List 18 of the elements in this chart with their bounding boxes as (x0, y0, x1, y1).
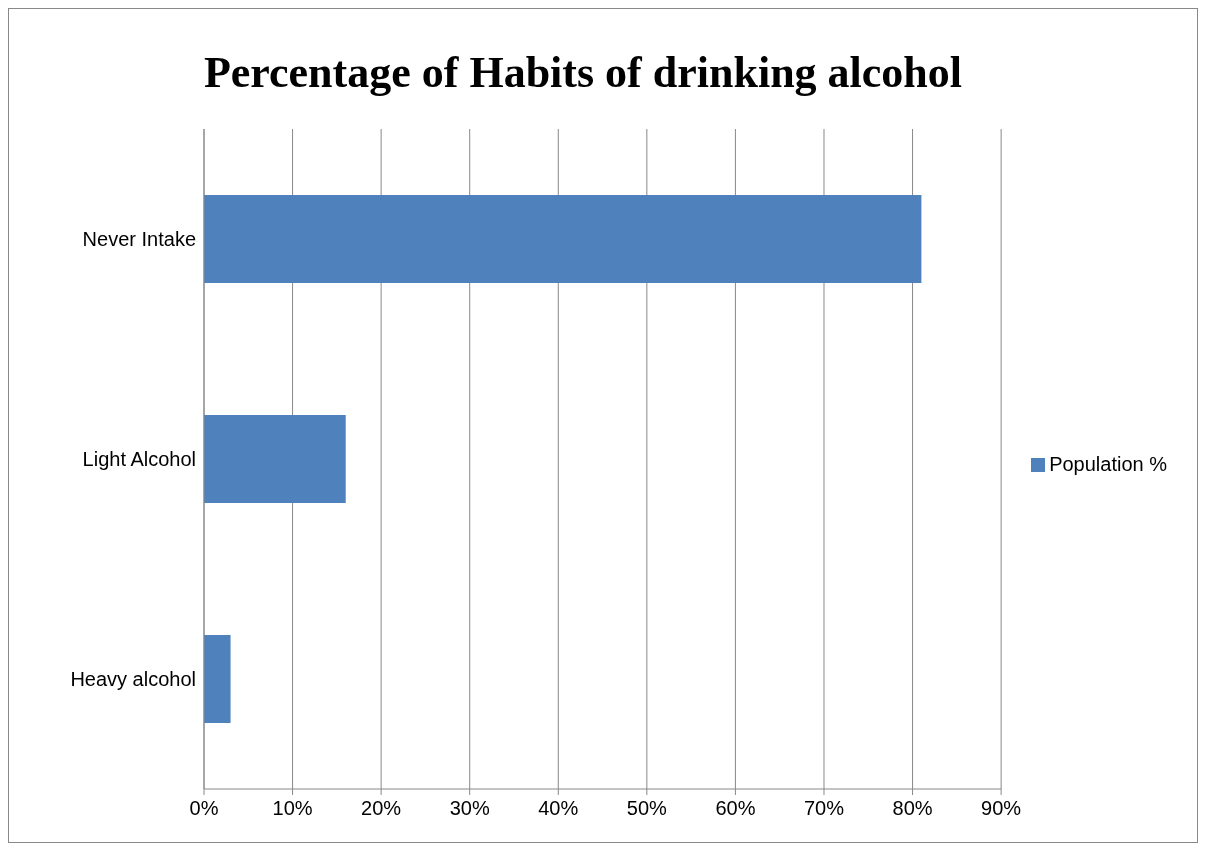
x-tick-label: 0% (189, 797, 219, 820)
x-tick-label: 10% (272, 797, 313, 820)
bar (204, 195, 922, 283)
x-tick-label: 60% (715, 797, 756, 820)
chart-title: Percentage of Habits of drinking alcohol (202, 47, 964, 97)
y-tick-label: Never Intake (82, 228, 196, 251)
x-tick-label: 20% (361, 797, 402, 820)
x-tick-label: 40% (538, 797, 579, 820)
x-tick-label: 50% (626, 797, 668, 820)
x-tick-label: 80% (892, 797, 933, 820)
bar (204, 415, 346, 503)
legend-label: Population % (1049, 452, 1167, 475)
x-tick-label: 90% (981, 797, 1022, 820)
x-tick-label: 70% (803, 797, 845, 820)
y-tick-label: Heavy alcohol (70, 668, 196, 691)
x-tick-label: 30% (449, 797, 490, 820)
bar (204, 635, 231, 723)
y-tick-label: Light Alcohol (82, 448, 196, 471)
